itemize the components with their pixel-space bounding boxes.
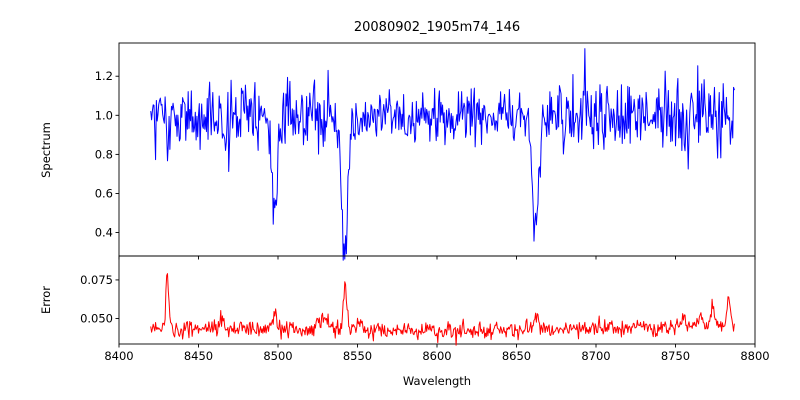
x-tick-label: 8450 bbox=[184, 349, 213, 363]
y-tick-label: 0.075 bbox=[80, 273, 113, 287]
x-tick-label: 8550 bbox=[343, 349, 372, 363]
y-tick-label: 0.6 bbox=[95, 186, 113, 200]
x-tick-label: 8650 bbox=[502, 349, 531, 363]
x-tick-label: 8600 bbox=[422, 349, 451, 363]
y-tick-label: 1.0 bbox=[95, 108, 113, 122]
page-title: 20080902_1905m74_146 bbox=[354, 20, 520, 35]
y-tick-label: 1.2 bbox=[95, 69, 113, 83]
spectrum-y-ticks: 0.4 0.6 0.8 1.0 1.2 bbox=[95, 69, 119, 240]
spectrum-series-line bbox=[150, 48, 735, 261]
x-tick-label: 8500 bbox=[263, 349, 292, 363]
x-tick-label: 8700 bbox=[581, 349, 610, 363]
x-tick-label: 8400 bbox=[104, 349, 133, 363]
error-series-line bbox=[150, 273, 735, 346]
error-y-axis-label: Error bbox=[39, 286, 53, 314]
y-tick-label: 0.050 bbox=[80, 312, 113, 326]
spectrum-y-axis-label: Spectrum bbox=[39, 122, 53, 178]
x-tick-label: 8750 bbox=[661, 349, 690, 363]
y-tick-label: 0.4 bbox=[95, 226, 113, 240]
x-tick-label: 8800 bbox=[740, 349, 769, 363]
y-tick-label: 0.8 bbox=[95, 147, 113, 161]
x-axis-label: Wavelength bbox=[403, 374, 471, 388]
error-x-ticks: 8400 8450 8500 8550 8600 8650 8700 8750 8800 bbox=[104, 344, 770, 363]
error-y-ticks: 0.050 0.075 bbox=[80, 273, 119, 326]
